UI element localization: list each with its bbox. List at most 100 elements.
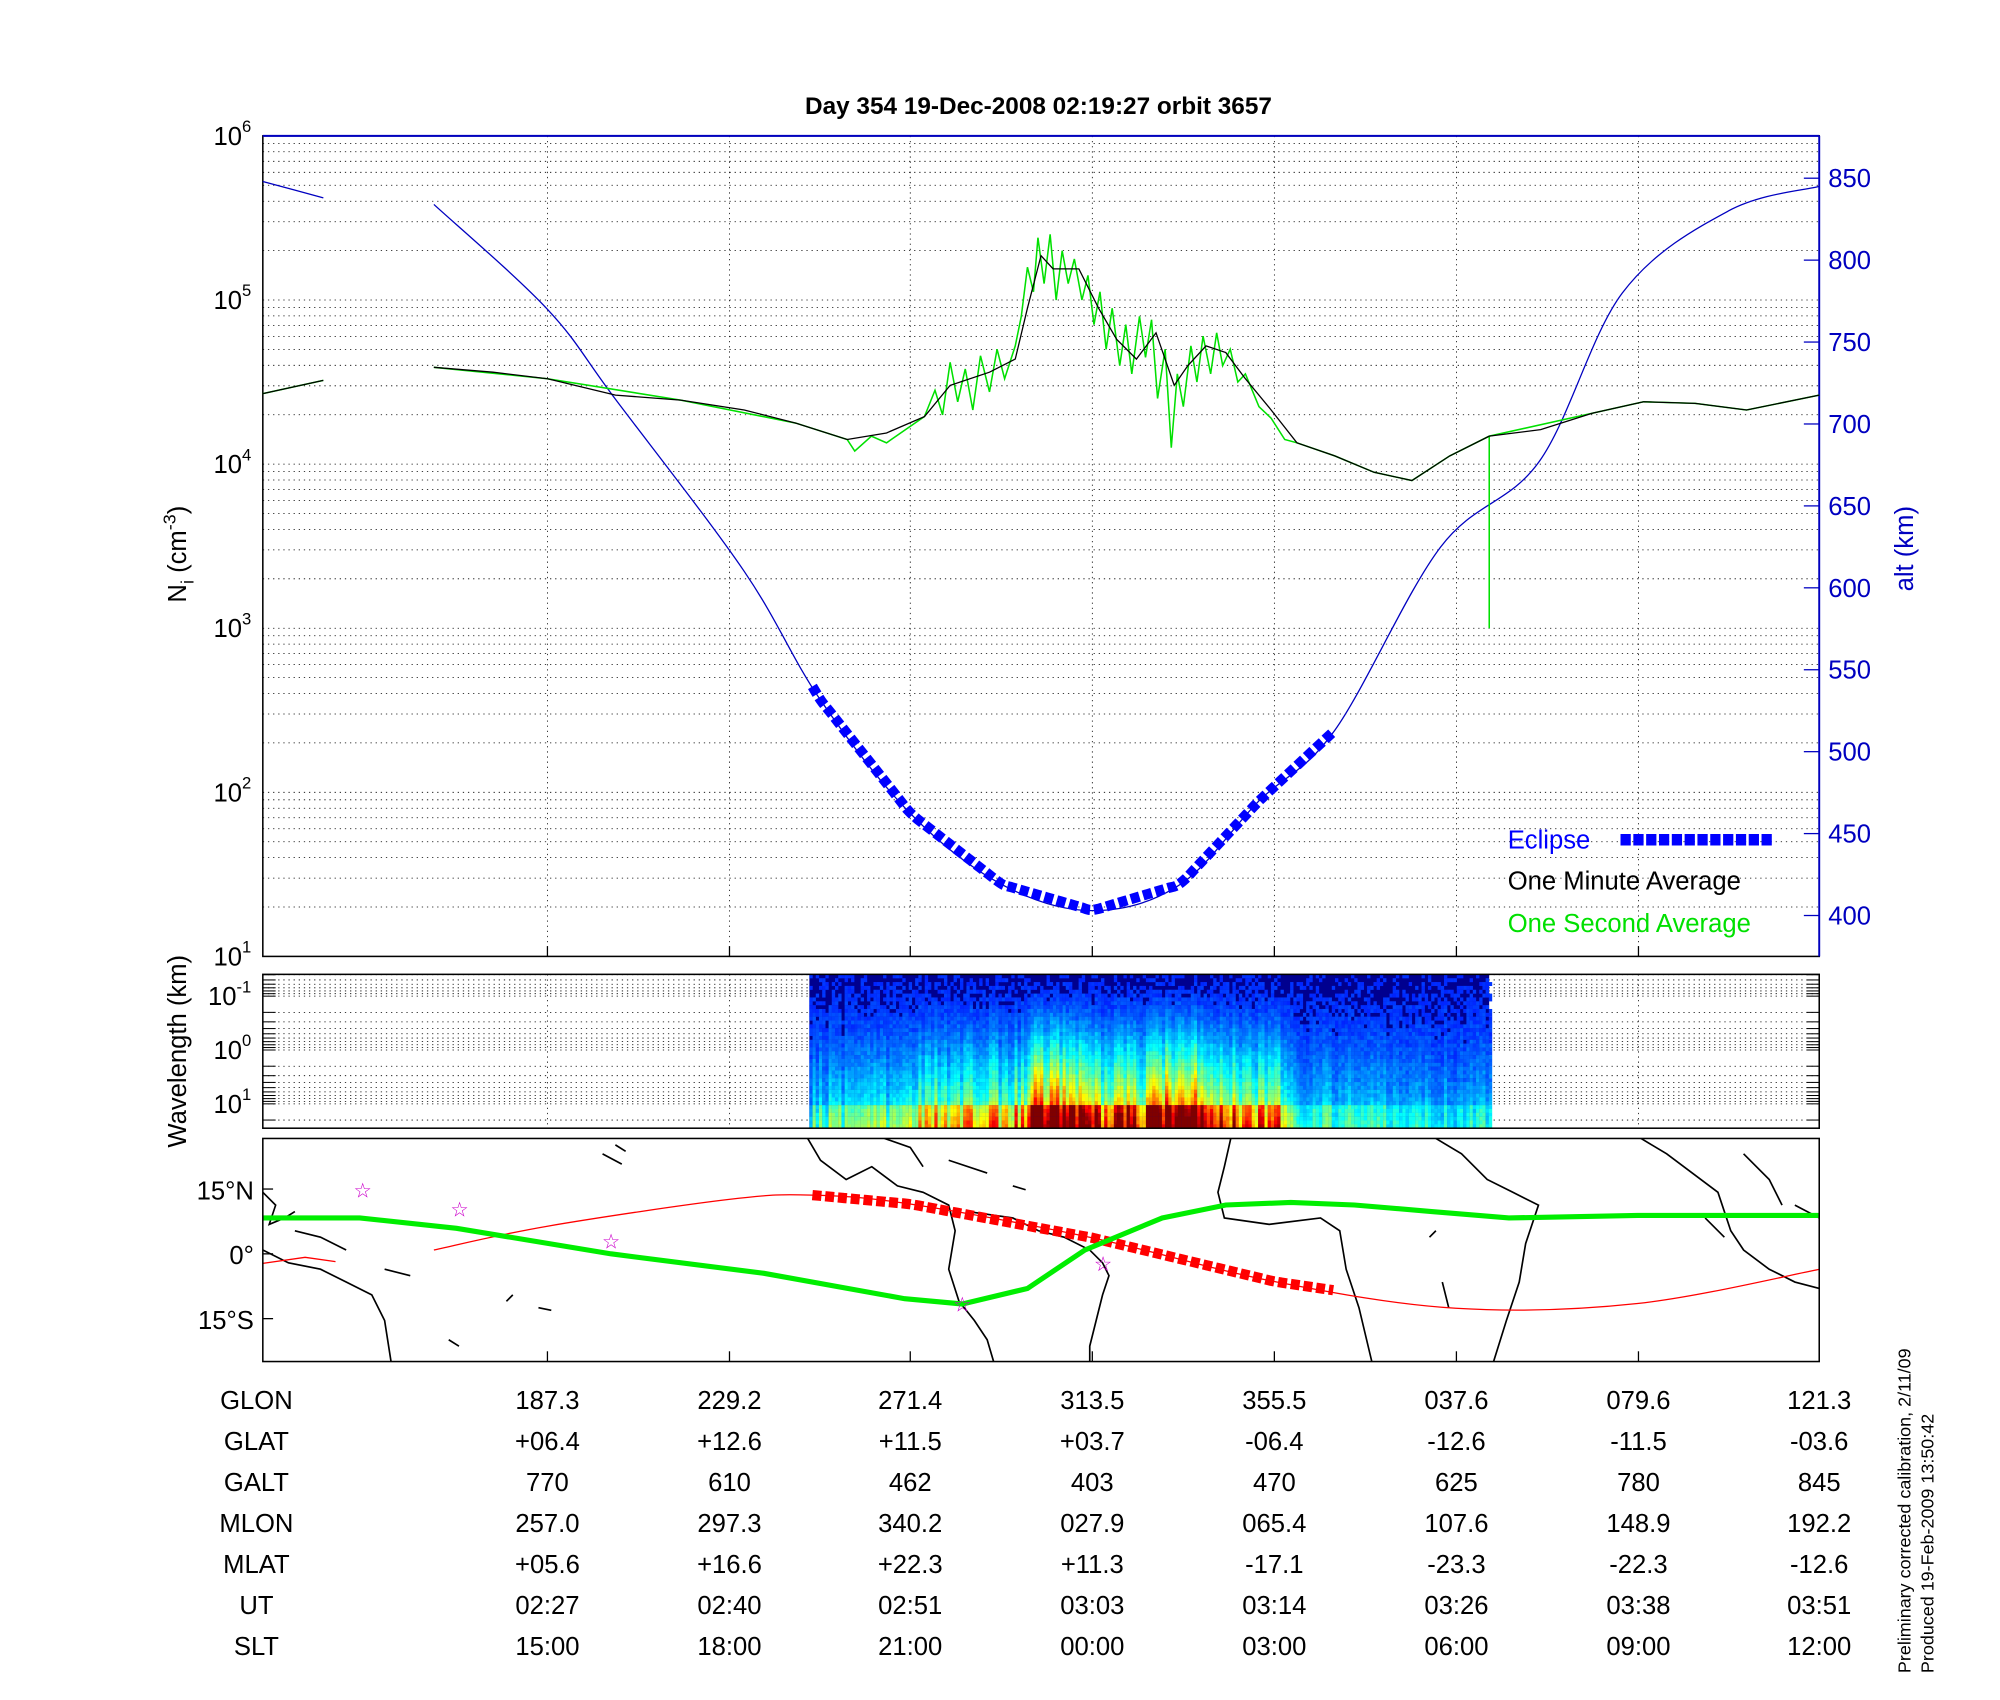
spectrogram-cell xyxy=(927,1120,932,1125)
spectrogram-cell xyxy=(863,1112,868,1117)
spectrogram-cell xyxy=(828,1051,832,1056)
spectrogram-cell xyxy=(812,1093,816,1098)
spectrogram-cell xyxy=(1152,1116,1156,1121)
spectrogram-cell xyxy=(915,1020,919,1025)
spectrogram-cell xyxy=(992,1039,996,1044)
spectrogram-cell xyxy=(956,1112,961,1117)
spectrogram-cell xyxy=(1168,1085,1172,1090)
spectrogram-cell xyxy=(1059,1116,1063,1121)
spectrogram-cell xyxy=(956,1028,961,1033)
spectrogram-cell xyxy=(1190,1070,1195,1075)
spectrogram-cell xyxy=(1043,1089,1047,1094)
spectrogram-cell xyxy=(1040,1124,1044,1129)
spectrogram-cell xyxy=(879,1070,884,1075)
spectrogram-cell xyxy=(1014,1020,1018,1025)
spectrogram-cell xyxy=(947,1005,951,1010)
spectrogram-cell xyxy=(1101,982,1105,987)
spectrogram-cell xyxy=(1052,1112,1057,1117)
spectrogram-cell xyxy=(1187,1012,1191,1017)
spectrogram-cell xyxy=(1232,1016,1236,1021)
spectrogram-cell xyxy=(1216,997,1220,1002)
spectrogram-cell xyxy=(943,989,948,994)
spectrogram-cell xyxy=(995,1039,999,1044)
spectrogram-cell xyxy=(1126,982,1131,987)
spectrogram-cell xyxy=(998,1093,1002,1098)
spectrogram-cell xyxy=(1120,1089,1124,1094)
spectrogram-cell xyxy=(818,1085,823,1090)
spectrogram-cell xyxy=(1232,1089,1236,1094)
spectrogram-cell xyxy=(1184,1124,1188,1129)
spectrogram-cell xyxy=(1222,1070,1227,1075)
spectrogram-cell xyxy=(1088,1016,1092,1021)
spectrogram-cell xyxy=(892,985,897,990)
spectrogram-cell xyxy=(1078,1028,1082,1033)
spectrogram-cell xyxy=(1203,1024,1207,1029)
spectrogram-cell xyxy=(1181,1124,1185,1129)
spectrogram-cell xyxy=(998,1074,1002,1079)
spectrogram-cell xyxy=(831,1043,836,1048)
spectrogram-cell xyxy=(1094,1120,1098,1125)
spectrogram-cell xyxy=(908,1078,913,1083)
spectrogram-cell xyxy=(969,1008,973,1013)
spectrogram-cell xyxy=(918,1085,922,1090)
spectrogram-cell xyxy=(1158,1005,1163,1010)
spectrogram-cell xyxy=(1072,1032,1076,1037)
spectrogram-cell xyxy=(1126,1097,1131,1102)
spectrogram-cell xyxy=(1193,978,1198,983)
spectrogram-cell xyxy=(1004,1105,1009,1110)
spectrogram-cell xyxy=(953,1120,957,1125)
spectrogram-cell xyxy=(1219,985,1223,990)
spectrogram-cell xyxy=(1133,1093,1137,1098)
spectrogram-cell xyxy=(831,1008,836,1013)
spectrogram-cell xyxy=(905,1085,909,1090)
spectrogram-cell xyxy=(1065,1085,1070,1090)
spectrogram-cell xyxy=(1001,1097,1006,1102)
spectrogram-cell xyxy=(1193,1066,1198,1071)
spectrogram-cell xyxy=(1120,997,1124,1002)
spectrogram-cell xyxy=(812,1112,816,1117)
spectrogram-cell xyxy=(1181,974,1185,979)
spectrogram-cell xyxy=(1030,1082,1034,1087)
spectrogram-cell xyxy=(1072,1089,1076,1094)
spectrogram-cell xyxy=(1062,993,1066,998)
spectrogram-cell xyxy=(1222,1047,1227,1052)
spectrogram-cell xyxy=(1165,1105,1169,1110)
spectrogram-cell xyxy=(863,985,868,990)
spectrogram-cell xyxy=(1062,1035,1066,1040)
spectrogram-cell xyxy=(1081,1082,1086,1087)
spectrogram-cell xyxy=(1056,1039,1060,1044)
spectrogram-cell xyxy=(863,1101,868,1106)
spectrogram-cell xyxy=(1068,1047,1073,1052)
spectrogram-cell xyxy=(889,1101,893,1106)
spectrogram-cell xyxy=(899,1047,903,1052)
spectrogram-cell xyxy=(1161,1005,1166,1010)
spectrogram-cell xyxy=(851,1105,855,1110)
spectrogram-cell xyxy=(911,1020,916,1025)
spectrogram-cell xyxy=(1213,1055,1217,1060)
spectrogram-cell xyxy=(924,978,929,983)
spectrogram-cell xyxy=(1232,1001,1236,1006)
spectrogram-cell xyxy=(835,1074,839,1079)
spectrogram-cell xyxy=(992,1055,996,1060)
spectrogram-cell xyxy=(1056,1066,1060,1071)
spectrogram-cell xyxy=(1068,985,1073,990)
spectrogram-cell xyxy=(1158,1124,1163,1129)
spectrogram-cell xyxy=(1142,1035,1147,1040)
spectrogram-cell xyxy=(992,1074,996,1079)
spectrogram-cell xyxy=(1120,1008,1124,1013)
spectrogram-cell xyxy=(1046,1043,1050,1048)
spectrogram-cell xyxy=(1161,1078,1166,1083)
spectrogram-cell xyxy=(1011,1101,1015,1106)
spectrogram-cell xyxy=(927,1039,932,1044)
spectrogram-cell xyxy=(931,1078,935,1083)
spectrogram-cell xyxy=(812,1120,816,1125)
spectrogram-cell xyxy=(982,1020,986,1025)
spectrogram-cell xyxy=(1062,1093,1066,1098)
spectrogram-cell xyxy=(966,1043,970,1048)
spectrogram-cell xyxy=(831,1093,836,1098)
spectrogram-cell xyxy=(844,1070,848,1075)
spectrogram-cell xyxy=(1210,1112,1214,1117)
spectrogram-cell xyxy=(867,1062,871,1067)
spectrogram-cell xyxy=(924,1055,929,1060)
spectrogram-cell xyxy=(931,1101,935,1106)
